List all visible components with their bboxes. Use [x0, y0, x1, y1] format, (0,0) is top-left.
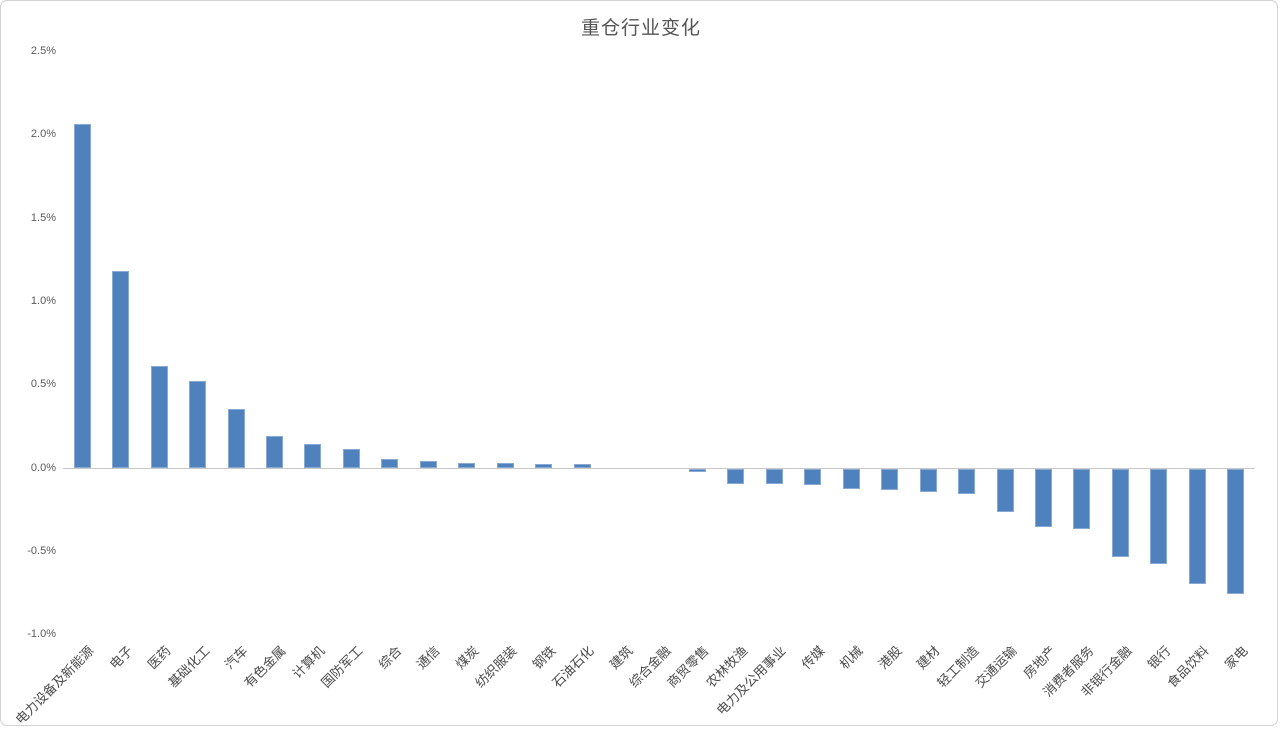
x-axis-category-label: 轻工制造: [933, 643, 982, 691]
x-axis-category-label: 建筑: [606, 643, 636, 673]
x-axis-category-label: 商贸零售: [664, 643, 713, 691]
bar-4: [189, 380, 207, 468]
x-axis-category-label: 综合金融: [626, 643, 674, 691]
y-axis-tick-label: 2.5%: [30, 45, 56, 57]
x-axis-category-label: 港股: [875, 643, 905, 673]
x-axis-category-label: 建材: [913, 643, 943, 673]
bar-2: [112, 270, 130, 468]
y-axis-tick-label: 2.0%: [30, 128, 56, 141]
bar-23: [919, 468, 937, 492]
bar-18: [727, 468, 745, 484]
x-axis-category-label: 银行: [1144, 643, 1174, 673]
y-axis-tick-label: -0.5%: [27, 544, 56, 557]
bar-27: [1073, 468, 1091, 529]
x-axis-line: [63, 467, 1255, 469]
bar-8: [342, 449, 360, 468]
y-axis-tick-label: 0.5%: [30, 378, 56, 391]
y-axis-tick-label: 1.5%: [30, 211, 56, 224]
x-axis-category-label: 汽车: [221, 643, 251, 673]
x-axis-category-label: 机械: [836, 643, 866, 673]
x-axis-category-label: 电子: [106, 643, 136, 673]
x-axis-category-label: 交通运输: [972, 643, 1020, 691]
chart-title: 重仓行业变化: [580, 18, 701, 39]
bar-17: [688, 468, 706, 472]
bar-3: [150, 365, 168, 468]
bar-26: [1035, 468, 1053, 527]
x-axis-category-label: 通信: [413, 643, 443, 673]
bar-24: [958, 468, 976, 494]
bar-30: [1188, 468, 1206, 584]
bar-7: [304, 444, 322, 468]
bar-6: [265, 435, 283, 468]
bar-9: [381, 459, 399, 468]
bar-1: [73, 124, 91, 468]
bar-21: [842, 468, 860, 489]
x-axis-category-label: 纺织服装: [472, 643, 520, 691]
x-axis-category-label: 食品饮料: [1164, 643, 1212, 691]
bar-19: [765, 468, 783, 484]
x-axis-category-label: 医药: [144, 643, 174, 673]
x-axis-category-label: 国防军工: [318, 643, 366, 691]
x-axis-category-label: 电力及公用事业: [714, 643, 789, 718]
bar-20: [804, 468, 822, 486]
bar-14: [573, 464, 591, 468]
bar-29: [1150, 468, 1168, 564]
x-axis-category-label: 石油石化: [549, 643, 597, 691]
x-axis-category-label: 传媒: [798, 643, 828, 673]
x-axis-category-label: 钢铁: [529, 643, 559, 673]
x-axis-category-label: 电力设备及新能源: [12, 643, 97, 728]
bar-11: [458, 462, 476, 468]
x-axis-category-label: 综合: [375, 643, 405, 673]
y-axis-tick-label: 0.0%: [30, 461, 56, 474]
bar-22: [881, 468, 899, 491]
y-axis-tick-label: 1.0%: [30, 294, 56, 307]
x-axis-category-label: 有色金属: [241, 643, 290, 691]
x-axis-category-label: 家电: [1221, 643, 1251, 673]
bar-5: [227, 409, 245, 468]
bar-12: [496, 462, 514, 468]
bar-10: [419, 460, 437, 468]
bar-13: [535, 464, 553, 468]
x-axis-category-label: 基础化工: [164, 643, 213, 691]
y-axis-tick-label: -1.0%: [27, 628, 56, 641]
bar-31: [1227, 468, 1245, 594]
x-axis-category-label: 煤炭: [452, 643, 482, 673]
bar-25: [996, 468, 1014, 512]
bar-28: [1111, 468, 1129, 557]
